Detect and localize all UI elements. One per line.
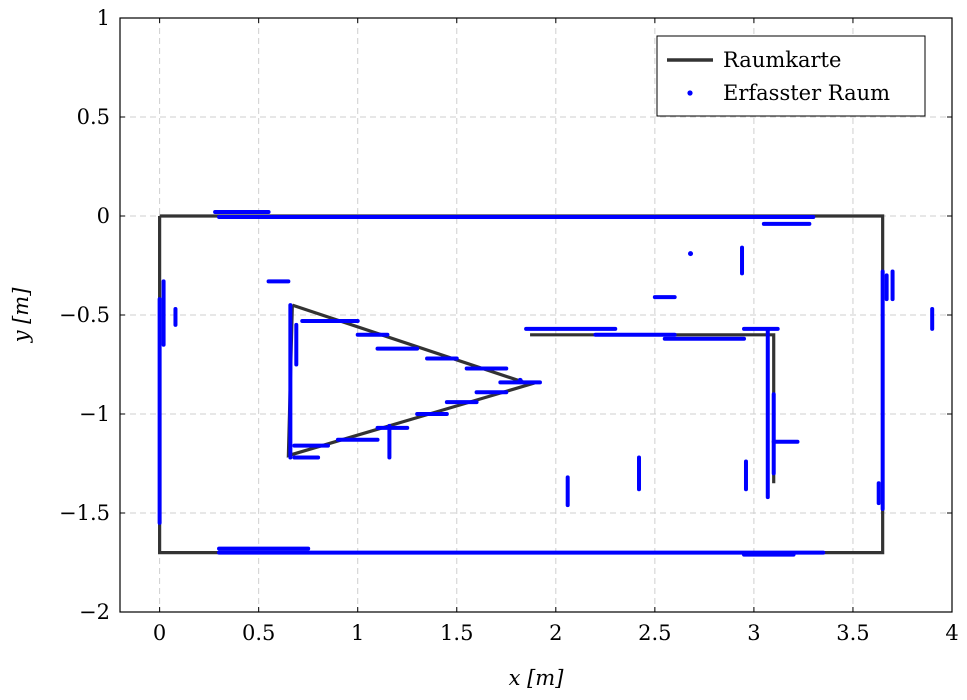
y-tick-label: 0.5 [77,105,110,129]
y-axis-label: y [m] [9,287,33,344]
y-tick-label: −2 [79,600,110,624]
x-tick-label: 0 [153,621,166,645]
x-tick-label: 0.5 [242,621,275,645]
legend: Raumkarte Erfasster Raum [656,35,926,117]
y-tick-label: 1 [97,6,110,30]
y-tick-label: −0.5 [59,303,110,327]
x-tick-label: 1.5 [440,621,473,645]
y-tick-label: 0 [97,204,110,228]
legend-point-swatch [687,90,693,96]
y-tick-label: −1 [79,402,110,426]
x-tick-label: 2 [549,621,562,645]
scan-point [688,251,694,257]
x-tick-label: 2.5 [638,621,671,645]
x-tick-label: 4 [945,621,958,645]
raumkarte-line [530,333,776,484]
x-tick-label: 3.5 [836,621,869,645]
axis-ticks: 0 0.5 1 1.5 2 2.5 3 3.5 4 −2 −1.5 −1 −0.5 0 0.5 1 [59,6,959,645]
scan-point [517,377,523,383]
x-tick-label: 3 [747,621,760,645]
legend-box [656,35,926,117]
raumkarte-line [286,303,536,458]
y-tick-label: −1.5 [59,501,110,525]
x-tick-label: 1 [351,621,364,645]
legend-entry-raumkarte: Raumkarte [723,48,841,72]
x-axis-label: x [m] [509,666,565,690]
legend-entry-erfasster-raum: Erfasster Raum [723,81,890,105]
plot-area [157,210,935,557]
